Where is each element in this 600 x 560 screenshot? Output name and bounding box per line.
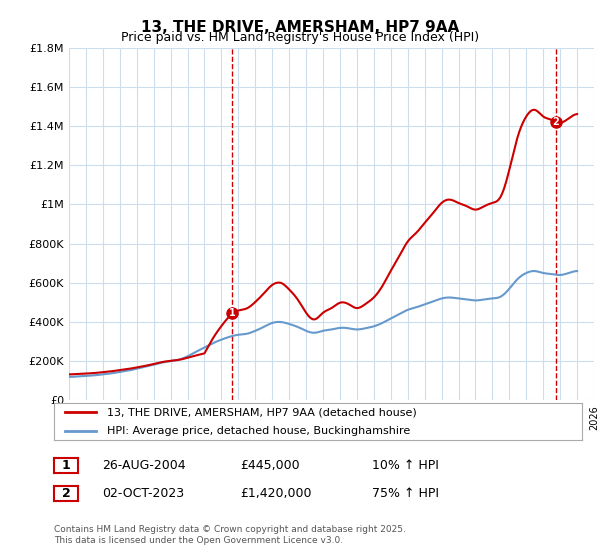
Text: £445,000: £445,000	[240, 459, 299, 472]
Text: Price paid vs. HM Land Registry's House Price Index (HPI): Price paid vs. HM Land Registry's House …	[121, 31, 479, 44]
Text: 2: 2	[62, 487, 70, 500]
Text: 13, THE DRIVE, AMERSHAM, HP7 9AA: 13, THE DRIVE, AMERSHAM, HP7 9AA	[141, 20, 459, 35]
Text: HPI: Average price, detached house, Buckinghamshire: HPI: Average price, detached house, Buck…	[107, 426, 410, 436]
Text: 75% ↑ HPI: 75% ↑ HPI	[372, 487, 439, 500]
Text: 10% ↑ HPI: 10% ↑ HPI	[372, 459, 439, 472]
Text: 26-AUG-2004: 26-AUG-2004	[102, 459, 185, 472]
Text: 2: 2	[553, 117, 559, 127]
Text: 13, THE DRIVE, AMERSHAM, HP7 9AA (detached house): 13, THE DRIVE, AMERSHAM, HP7 9AA (detach…	[107, 407, 416, 417]
Text: 1: 1	[62, 459, 70, 472]
Text: 02-OCT-2023: 02-OCT-2023	[102, 487, 184, 500]
Text: 1: 1	[229, 308, 236, 318]
Text: £1,420,000: £1,420,000	[240, 487, 311, 500]
Text: Contains HM Land Registry data © Crown copyright and database right 2025.
This d: Contains HM Land Registry data © Crown c…	[54, 525, 406, 545]
